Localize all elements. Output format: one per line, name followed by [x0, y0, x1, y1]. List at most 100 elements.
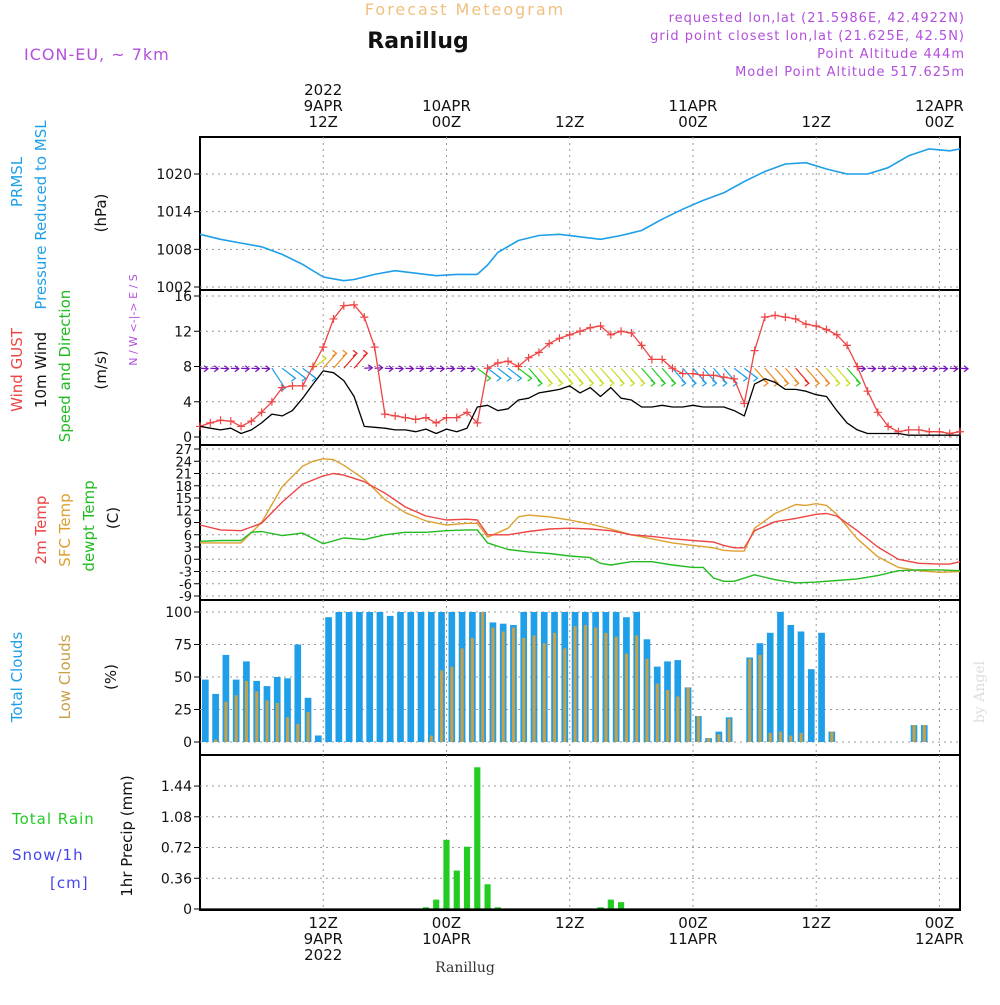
y-tick-label: 0: [184, 553, 192, 568]
wind-arrow: [251, 367, 260, 370]
wind-arrow: [333, 352, 348, 369]
gust-marker: [925, 427, 934, 436]
wind-arrow: [630, 367, 646, 384]
wind-arrow: [661, 367, 676, 384]
wind-arrow-head: [362, 349, 369, 357]
top-time-label: 2022: [304, 81, 342, 99]
gust-marker: [278, 383, 287, 392]
low-cloud-bar: [450, 666, 454, 742]
gust-marker: [247, 417, 256, 426]
total-cloud-bar: [797, 631, 805, 742]
wind-arrow: [538, 367, 553, 384]
gust-marker: [678, 369, 687, 378]
y-tick-label: 0: [183, 902, 192, 918]
clouds-unit: (%): [102, 664, 120, 690]
gust-marker: [257, 408, 266, 417]
y-tick-label: 8: [183, 360, 192, 376]
gust-marker: [771, 311, 780, 320]
pressure-unit: (hPa): [92, 194, 110, 233]
y-tick-label: 0: [183, 430, 192, 446]
low-cloud-bar: [922, 725, 926, 742]
gust-marker: [401, 413, 410, 422]
wind-arrow-head: [409, 365, 415, 373]
low-cloud-bar: [583, 625, 587, 742]
low-cloud-bar: [645, 658, 649, 742]
wind-arrow: [353, 352, 368, 369]
y-tick-label: -3: [179, 566, 192, 581]
chart-title: Forecast Meteogram: [365, 0, 565, 19]
low-cloud-bar: [563, 648, 567, 742]
gust-marker: [627, 329, 636, 338]
wind-arrow: [784, 367, 800, 384]
gust-marker: [596, 321, 605, 330]
y-tick-label: 1002: [156, 280, 192, 296]
wind-arrow-head: [943, 365, 949, 373]
gust-marker: [709, 371, 718, 380]
rain-legend: Total Rain: [11, 810, 95, 828]
wind-arrow-head: [671, 379, 677, 387]
wind-arrow-head: [516, 374, 523, 382]
y-tick-label: -6: [179, 578, 192, 593]
low-cloud-bar: [748, 658, 752, 742]
wind-arrow-head: [722, 379, 728, 387]
low-cloud-bar: [686, 687, 690, 742]
wind-arrow-head: [783, 379, 790, 387]
gust-marker: [267, 397, 276, 406]
wind-arrow-head: [871, 365, 877, 373]
wind-arrow-head: [742, 374, 749, 382]
wind-arrow-head: [881, 365, 887, 373]
dewpt-line: [199, 529, 961, 584]
wind-arrow-head: [224, 365, 230, 373]
wind-arrow-head: [367, 364, 374, 372]
gust-marker: [884, 422, 893, 431]
gust-marker: [463, 408, 472, 417]
wind-arrow-head: [558, 379, 564, 387]
total-cloud-bar: [314, 735, 322, 742]
watermark: by Angel: [972, 660, 988, 723]
dewpt-label: dewpt Temp: [80, 480, 98, 571]
wind-arrow-head: [963, 365, 969, 373]
wind-arrow-head: [681, 379, 687, 387]
wind-arrow-head: [691, 379, 697, 387]
gust-marker: [812, 321, 821, 330]
bottom-time-label: 12Z: [309, 914, 338, 932]
gust-marker: [730, 374, 739, 383]
bottom-time-label: 00Z: [678, 914, 707, 932]
wind-arrow: [826, 367, 841, 384]
wind-arrow-head: [922, 365, 928, 373]
top-time-label: 9APR: [304, 97, 343, 115]
low-cloud-bar: [594, 627, 598, 742]
wind-arrow: [230, 367, 239, 370]
low-cloud-bar: [296, 723, 300, 742]
gust-marker: [493, 358, 502, 367]
sfc-temp-line: [200, 458, 961, 573]
wind-arrow: [774, 367, 789, 384]
wind-arrow: [795, 367, 810, 384]
pressure-label: PRMSL: [8, 156, 26, 207]
wind-arrow: [456, 367, 465, 370]
y-tick-label: 15: [175, 492, 192, 507]
gust-marker: [226, 417, 235, 426]
low-cloud-bar: [717, 734, 721, 742]
low-cloud-bar: [286, 717, 290, 742]
gust-marker: [647, 355, 656, 364]
wind-arrow: [415, 367, 424, 370]
bottom-time-label: 11APR: [669, 930, 718, 948]
rain-bar: [597, 907, 604, 909]
gust-marker: [452, 413, 461, 422]
y-tick-label: 9: [184, 517, 192, 532]
wind-arrow-head: [398, 365, 405, 373]
wind-arrow: [959, 367, 969, 370]
gust-marker: [935, 427, 944, 436]
y-tick-label: 4: [183, 395, 192, 411]
gust-marker: [514, 362, 523, 371]
y-tick-label: 18: [175, 480, 192, 495]
total-cloud-bar: [212, 693, 219, 742]
wind-arrow: [815, 367, 830, 384]
bottom-time-label: 00Z: [432, 914, 461, 932]
low-cloud-bar: [481, 612, 485, 742]
gust-marker: [904, 425, 913, 434]
low-cloud-bar: [429, 735, 433, 742]
y-tick-label: 1.08: [161, 810, 192, 826]
wind-arrow: [939, 367, 948, 370]
